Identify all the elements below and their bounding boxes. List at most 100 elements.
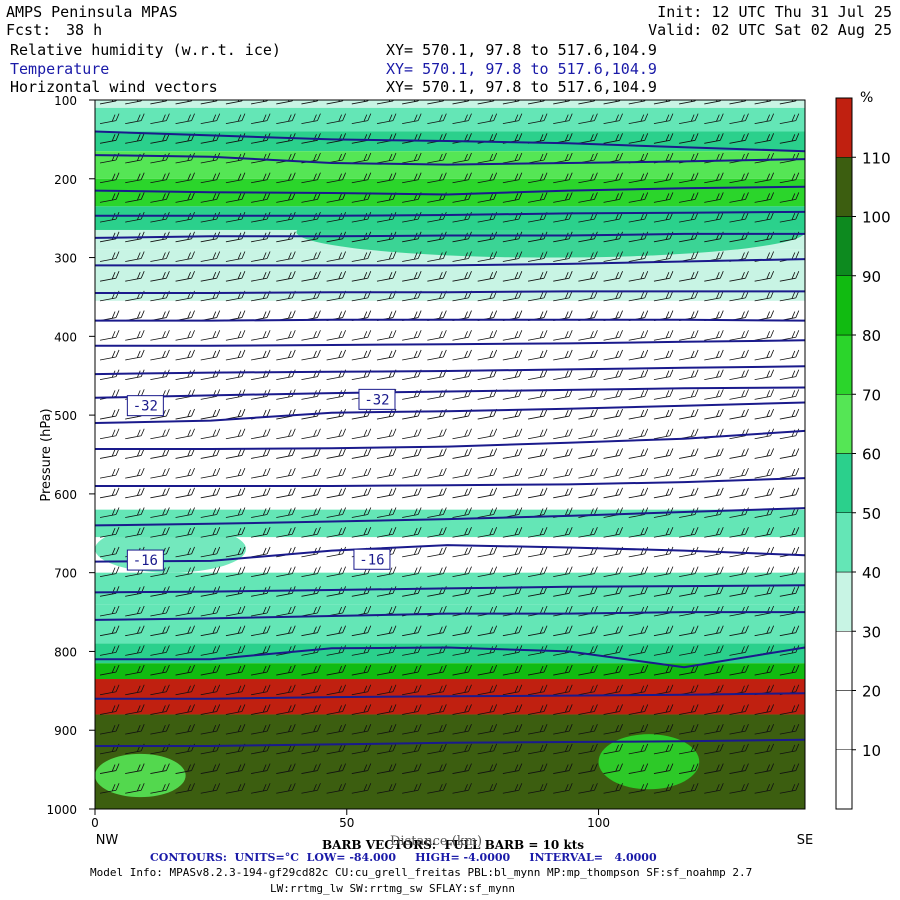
rh-band (95, 643, 805, 664)
wind-barb (301, 271, 321, 282)
rh-patch (598, 734, 700, 790)
rh-fill-layer (95, 100, 805, 809)
wind-barb (779, 487, 800, 499)
wind-barb (276, 172, 296, 184)
wind-barb (351, 684, 372, 696)
wind-barb (553, 428, 573, 440)
wind-barb (452, 743, 472, 755)
wind-barb (402, 507, 422, 518)
wind-barb (603, 527, 623, 538)
wind-barb (502, 330, 523, 341)
contour-label: -32 (364, 392, 389, 408)
wind-barb (754, 192, 775, 203)
wind-barb (125, 664, 145, 676)
wind-barb (452, 684, 472, 696)
wind-barb (276, 251, 296, 262)
wind-barb (527, 192, 548, 203)
wind-barb (150, 271, 170, 282)
wind-barb (527, 743, 548, 755)
wind-barb (376, 507, 397, 518)
wind-barb (452, 566, 472, 577)
wind-barb (225, 507, 246, 518)
wind-barb (779, 724, 800, 735)
wind-barb (628, 763, 649, 774)
wind-barb (125, 625, 145, 637)
wind-barb (779, 743, 800, 755)
wind-barb (603, 664, 623, 676)
wind-barb (276, 428, 296, 440)
wind-barb (276, 684, 296, 696)
wind-barb (125, 605, 145, 617)
wind-barb (452, 507, 472, 518)
wind-barb (679, 566, 699, 577)
wind-barb (326, 448, 346, 459)
wind-barb (452, 487, 472, 499)
colorbar-segment (835, 512, 853, 573)
wind-barb (502, 271, 523, 282)
wind-barb (402, 684, 422, 696)
wind-barb (99, 251, 120, 262)
wind-barb (200, 605, 221, 617)
wind-barb (502, 251, 523, 262)
wind-barb (402, 783, 422, 794)
wind-barb (653, 783, 674, 794)
wind-barb (628, 448, 649, 459)
wind-barb (301, 704, 321, 715)
wind-barb (679, 645, 699, 656)
wind-barb (628, 271, 649, 282)
wind-barb (679, 172, 699, 184)
wind-barb (628, 704, 649, 715)
x-axis-title: Distance (km) (390, 834, 483, 849)
wind-barb (351, 487, 372, 499)
wind-barb (779, 625, 800, 637)
wind-barb (754, 783, 775, 794)
wind-barb (150, 704, 170, 715)
wind-barb (402, 113, 422, 125)
wind-barb (653, 763, 674, 774)
wind-barb (125, 330, 145, 341)
wind-barb (427, 724, 447, 735)
wind-barb (704, 625, 724, 637)
wind-barb (402, 664, 422, 676)
wind-barb (553, 271, 573, 282)
wind-barb (603, 684, 623, 696)
wind-barb (99, 271, 120, 282)
wind-barb (200, 330, 221, 341)
wind-barb (628, 783, 649, 794)
wind-barb (603, 743, 623, 755)
wind-barb (754, 724, 775, 735)
wind-barb (175, 467, 195, 479)
wind-barb (402, 743, 422, 755)
wind-barb (754, 211, 775, 223)
wind-barb (125, 487, 145, 499)
colorbar: 10 20 30 40 50 60 70 80 90 100 110% (835, 90, 891, 810)
wind-barb (729, 408, 749, 420)
wind-barb (225, 100, 243, 105)
wind-barb (200, 467, 221, 479)
wind-barb (704, 172, 724, 184)
wind-barb (427, 100, 445, 105)
wind-barb (603, 349, 623, 361)
wind-barb (477, 783, 498, 794)
wind-barb (679, 743, 699, 755)
wind-barb (326, 783, 346, 794)
wind-barb (125, 113, 145, 125)
rh-patch (296, 206, 805, 258)
wind-barb (150, 645, 170, 656)
wind-barb (578, 271, 598, 282)
wind-barb (502, 625, 523, 637)
wind-barb (578, 330, 598, 341)
temperature-contour (95, 429, 805, 450)
wind-barb (527, 684, 548, 696)
wind-barb (200, 763, 221, 774)
wind-barb (326, 566, 346, 577)
wind-barb (175, 724, 195, 735)
wind-barb (402, 487, 422, 499)
wind-barb (578, 251, 598, 262)
wind-barb (175, 704, 195, 715)
wind-barb (527, 724, 548, 735)
wind-barb (653, 349, 674, 361)
wind-barb (99, 507, 120, 518)
wind-barb (200, 546, 221, 558)
